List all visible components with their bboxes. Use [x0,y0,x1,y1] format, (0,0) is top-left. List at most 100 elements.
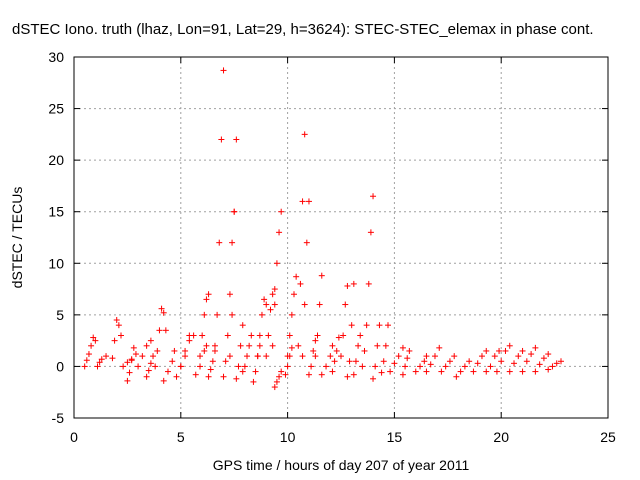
data-point [338,353,344,360]
data-point [496,347,503,354]
data-point [111,337,118,344]
data-point [523,358,530,365]
data-point [506,368,513,375]
data-point [498,358,505,365]
data-point [431,353,438,360]
data-point [404,355,411,362]
data-point [98,356,105,363]
data-point [263,353,270,360]
data-point [446,358,453,365]
data-point [423,368,430,375]
data-point [295,342,302,349]
x-axis-label: GPS time / hours of day 207 of year 2011 [213,457,470,473]
data-point [387,368,394,375]
data-point [374,342,381,349]
data-point [532,344,539,351]
data-point [235,363,242,370]
data-point [406,347,413,354]
data-point [164,368,171,375]
y-tick-label: 20 [48,152,64,168]
data-point [367,229,374,236]
data-point [282,371,289,378]
data-point [94,363,101,370]
y-axis-label: dSTEC / TECUs [9,187,25,289]
data-point [536,361,543,368]
data-point [203,342,210,349]
data-point [331,358,338,365]
x-tick-label: 5 [177,429,185,445]
y-tick-label: -5 [52,410,65,426]
data-point [370,375,377,382]
data-point [177,363,184,370]
data-point [209,358,216,365]
data-point [173,373,180,380]
data-point [135,363,142,370]
data-point [286,332,293,339]
data-point [197,363,204,370]
data-point [231,208,238,215]
data-point [239,368,246,375]
data-point [402,363,409,370]
data-point [211,342,218,349]
x-tick-label: 20 [493,429,509,445]
data-point [201,311,208,318]
data-point [96,359,103,366]
plot-frame [73,56,609,419]
data-point [288,311,295,318]
data-points [81,67,565,391]
data-point [493,368,500,375]
data-point [310,347,317,354]
data-point [139,353,146,360]
data-point [115,322,122,329]
data-point [299,353,306,360]
data-point [169,358,176,365]
data-point [382,342,389,349]
data-point [558,358,565,365]
data-point [147,337,154,344]
data-point [335,334,342,341]
y-tick-label: 10 [48,255,64,271]
data-point [323,363,330,370]
data-point [246,342,253,349]
data-point [250,378,257,385]
data-point [85,351,92,358]
data-point [417,363,424,370]
data-point [423,353,430,360]
data-point [256,342,263,349]
data-point [363,322,370,329]
data-point [395,353,402,360]
data-point [461,363,468,370]
data-point [399,344,406,351]
data-point [237,342,244,349]
data-point [207,366,214,373]
data-point [291,291,298,298]
data-point [128,357,135,364]
data-point [143,342,150,349]
data-point [491,353,498,360]
data-point [303,239,310,246]
data-point [269,342,276,349]
data-point [361,347,368,354]
data-point [528,351,535,358]
data-point [147,360,154,367]
data-point [318,272,325,279]
data-point [143,373,150,380]
data-point [273,378,280,385]
data-point [305,371,312,378]
data-point [256,332,263,339]
data-point [190,332,197,339]
data-point [370,193,377,200]
data-point [545,351,552,358]
data-point [372,363,379,370]
data-point [553,360,560,367]
data-point [244,353,251,360]
data-point [293,273,300,280]
data-point [150,353,157,360]
x-tick-label: 15 [387,429,403,445]
data-point [220,67,227,74]
data-point [288,344,295,351]
data-point [273,260,280,267]
data-point [312,353,319,360]
data-point [359,363,366,370]
data-point [327,353,334,360]
